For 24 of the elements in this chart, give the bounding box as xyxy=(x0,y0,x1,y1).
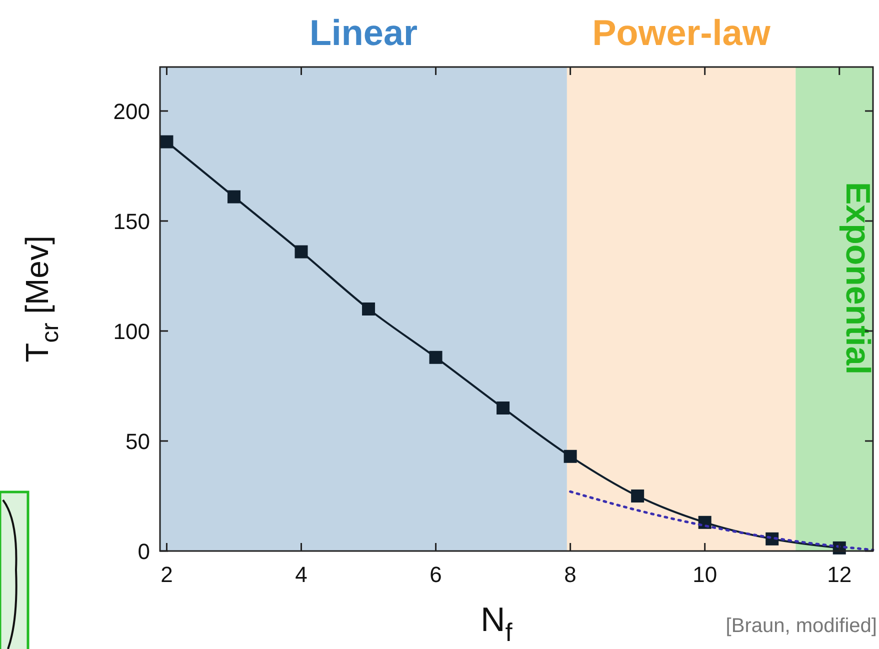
x-tick-label: 10 xyxy=(692,562,718,587)
x-tick-label: 8 xyxy=(564,562,576,587)
point xyxy=(631,490,644,502)
y-tick-label: 100 xyxy=(113,319,150,344)
point xyxy=(227,190,240,204)
x-tick-label: 4 xyxy=(295,562,308,587)
x-axis-title: N$_{f}$ xyxy=(480,601,514,648)
x-tick-label: 2 xyxy=(160,562,173,587)
text: [Braun, modified] xyxy=(726,615,877,637)
band-label: Power-law xyxy=(592,12,772,53)
band-label: Linear xyxy=(309,12,418,53)
point xyxy=(496,402,510,414)
x-tick-label: 6 xyxy=(430,562,442,587)
point xyxy=(564,450,577,463)
point xyxy=(362,302,376,316)
y-tick-label: 0 xyxy=(138,539,150,564)
y-tick-label: 150 xyxy=(113,209,150,234)
point xyxy=(429,350,442,364)
point xyxy=(294,245,308,258)
y-tick-label: 200 xyxy=(113,99,150,124)
band-label: Exponential xyxy=(838,182,876,375)
point xyxy=(160,135,174,148)
y-tick-label: 50 xyxy=(126,429,150,454)
x-tick-label: 12 xyxy=(827,562,852,587)
